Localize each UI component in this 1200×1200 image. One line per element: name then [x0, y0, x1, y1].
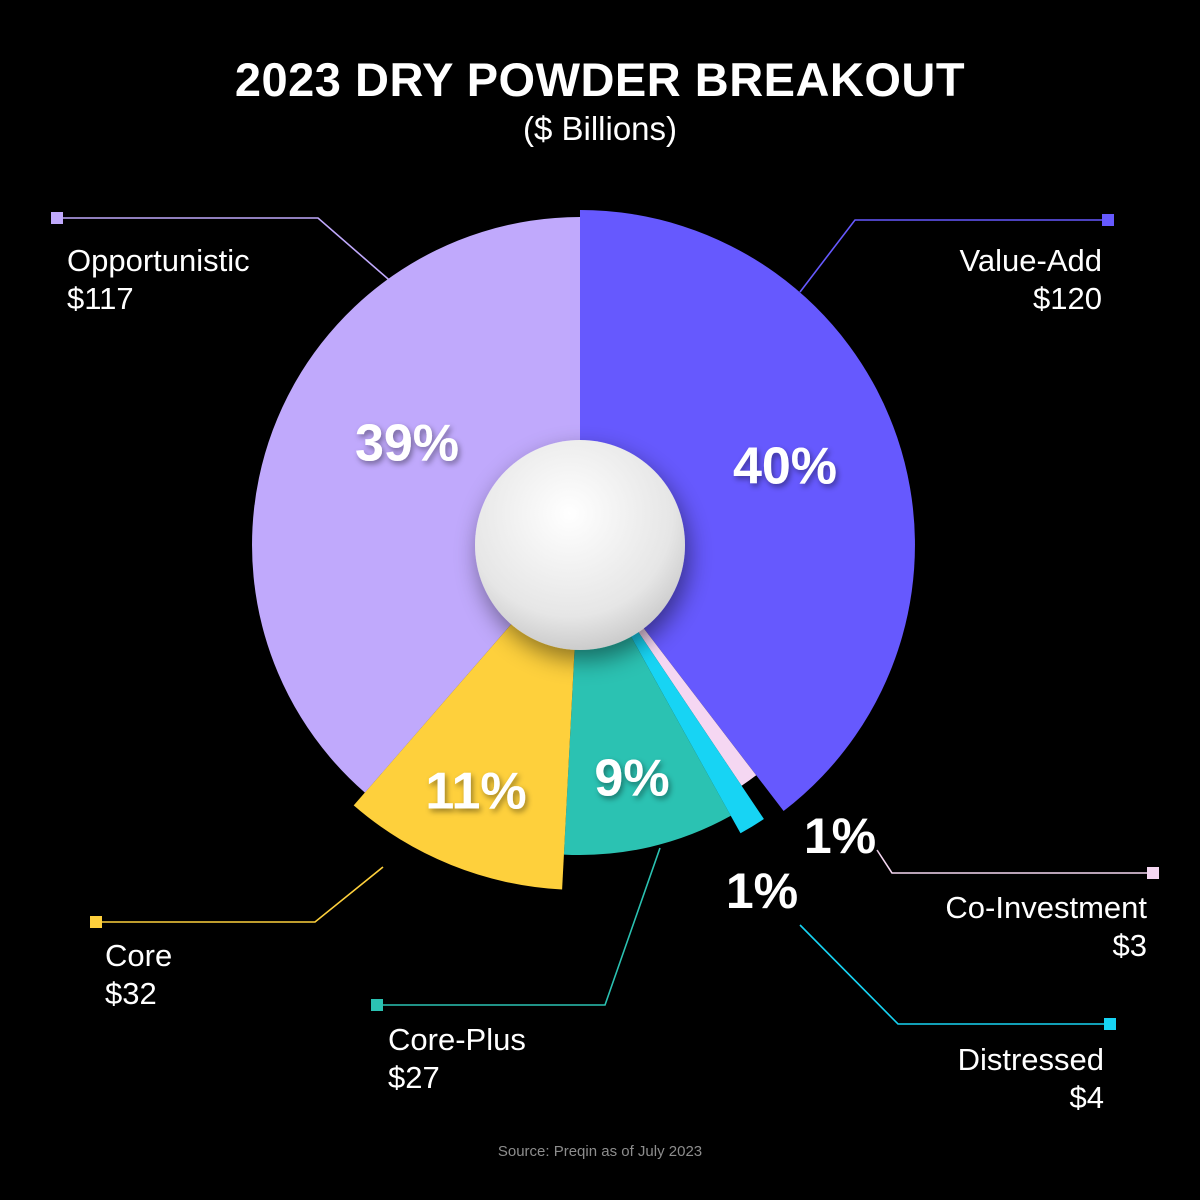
slice-value-value-add: $120: [1033, 281, 1102, 316]
percent-label-co-investment: 1%: [804, 808, 876, 864]
chart-title: 2023 DRY POWDER BREAKOUT: [234, 53, 966, 106]
slice-value-core: $32: [105, 976, 157, 1011]
leader-line-core: [96, 866, 384, 923]
percent-labels: 40% 1%1% 9% 11% 39%: [355, 415, 876, 919]
slice-name-value-add: Value-Add: [959, 243, 1102, 278]
source-note: Source: Preqin as of July 2023: [497, 1143, 703, 1160]
leader-line-core-plus: [377, 847, 661, 1006]
leader-lines: [51, 212, 1159, 1030]
legend-label-co-investment: Co-Investment $3: [945, 889, 1147, 965]
legend-marker-distressed: [1104, 1018, 1116, 1030]
slice-name-core: Core: [105, 938, 173, 973]
pie-slice-opportunistic: [252, 217, 580, 793]
percent-label-opportunistic: 39%: [355, 415, 459, 473]
slice-value-distressed: $4: [1069, 1080, 1104, 1115]
legend-marker-core: [90, 916, 102, 928]
percent-label-core-plus: 9%: [594, 750, 669, 808]
slice-name-opportunistic: Opportunistic: [67, 243, 250, 278]
legend-label-distressed: Distressed $4: [958, 1041, 1104, 1117]
legend-label-core: Core $32: [105, 937, 172, 1013]
percent-label-core: 11%: [425, 763, 526, 821]
legend-marker-value-add: [1102, 214, 1114, 226]
center-hub: [475, 440, 685, 650]
legend-label-opportunistic: Opportunistic $117: [67, 242, 250, 318]
slice-value-opportunistic: $117: [67, 281, 134, 316]
leader-line-distressed: [799, 924, 1110, 1025]
slice-name-core-plus: Core-Plus: [388, 1022, 526, 1057]
leader-line-co-investment: [876, 849, 1153, 874]
leader-line-opportunistic: [57, 217, 404, 293]
slice-value-co-investment: $3: [1112, 928, 1147, 963]
legend-marker-co-investment: [1147, 867, 1159, 879]
leader-line-value-add: [799, 219, 1108, 293]
legend-marker-opportunistic: [51, 212, 63, 224]
slice-name-distressed: Distressed: [957, 1042, 1104, 1077]
slice-name-co-investment: Co-Investment: [945, 890, 1147, 925]
legend-label-value-add: Value-Add $120: [960, 242, 1102, 318]
slice-value-core-plus: $27: [388, 1060, 440, 1095]
pie-slice-value-add: [580, 210, 915, 811]
legend-marker-core-plus: [371, 999, 383, 1011]
percent-label-distressed: 1%: [726, 863, 798, 919]
chart-subtitle: ($ Billions): [522, 110, 678, 147]
legend-label-core-plus: Core-Plus $27: [388, 1021, 526, 1097]
percent-label-value-add: 40%: [733, 438, 837, 496]
